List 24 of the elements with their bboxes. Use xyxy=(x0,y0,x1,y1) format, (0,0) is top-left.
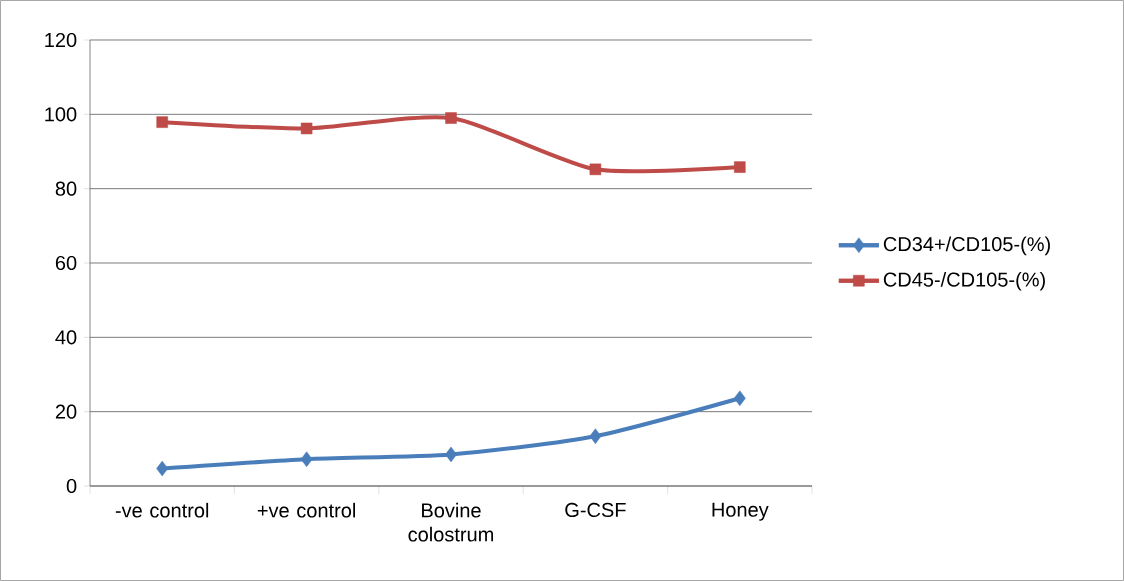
y-tick-label: 20 xyxy=(55,404,77,419)
x-tick-label: Honey xyxy=(712,502,769,521)
y-tick-label: 100 xyxy=(45,107,77,122)
y-tick-label: 80 xyxy=(55,181,77,196)
legend-label: CD45-/CD105-(%) xyxy=(883,271,1045,291)
point xyxy=(300,451,313,467)
point xyxy=(589,163,602,176)
point xyxy=(156,116,168,128)
point xyxy=(156,460,169,477)
y-tick-label: 0 xyxy=(66,478,77,494)
point xyxy=(300,122,313,135)
x-tick-label: Bovine colostrum xyxy=(408,502,494,542)
x-tick-label: G-CSF xyxy=(565,502,626,518)
point xyxy=(734,161,746,173)
x-tick-label: -ve control xyxy=(115,502,209,518)
y-tick-label: 40 xyxy=(55,330,77,345)
point xyxy=(589,428,602,444)
legend-label: CD34+/CD105-(%) xyxy=(883,236,1050,256)
y-tick-label: 60 xyxy=(55,255,77,271)
point xyxy=(445,112,457,124)
point xyxy=(733,390,746,407)
y-tick-label: 120 xyxy=(45,32,77,48)
point xyxy=(445,446,457,463)
x-tick-label: +ve control xyxy=(257,502,355,518)
